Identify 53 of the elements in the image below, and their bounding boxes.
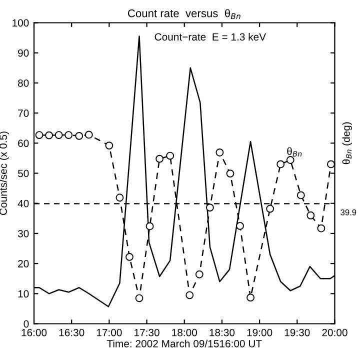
y2-axis-title: θ$_{Bn}$ (deg) bbox=[342, 122, 352, 164]
y-tick-label: 80 bbox=[18, 79, 29, 87]
point bbox=[246, 294, 254, 302]
x-tick-label: 17:00 bbox=[96, 328, 122, 336]
point bbox=[166, 152, 174, 160]
annotation: θ$_{Bn}$ bbox=[287, 147, 302, 157]
y-tick-label: 90 bbox=[18, 49, 29, 57]
point bbox=[276, 160, 285, 168]
point bbox=[317, 224, 326, 232]
y-tick-label: 20 bbox=[18, 260, 29, 268]
point bbox=[226, 170, 234, 178]
x-tick-label: 20:00 bbox=[322, 328, 348, 336]
point bbox=[296, 191, 305, 200]
point bbox=[206, 204, 214, 212]
chart-title: Count rate versus θ$_{Bn}$ bbox=[128, 9, 240, 19]
legend-label: 39.9 bbox=[340, 209, 356, 216]
y-tick-label: 100 bbox=[12, 19, 29, 27]
x-tick-label: 17:30 bbox=[134, 328, 160, 336]
point bbox=[64, 131, 73, 139]
point bbox=[266, 204, 274, 213]
y-tick-label: 30 bbox=[18, 230, 29, 238]
x-tick-label: 19:30 bbox=[284, 328, 310, 336]
y-tick-label: 0 bbox=[24, 320, 29, 328]
point bbox=[327, 160, 335, 168]
x-tick-label: 18:00 bbox=[172, 328, 197, 336]
point bbox=[75, 132, 84, 140]
y-tick-label: 40 bbox=[18, 200, 29, 208]
point bbox=[45, 131, 54, 140]
point bbox=[116, 194, 124, 202]
point bbox=[54, 131, 63, 139]
point bbox=[186, 291, 194, 300]
x-tick-label: 18:30 bbox=[210, 328, 235, 336]
y-tick-label: 70 bbox=[18, 110, 29, 117]
y-tick-label: 60 bbox=[18, 140, 29, 148]
x-tick-label: 19:00 bbox=[247, 328, 272, 336]
y-tick-label: 50 bbox=[18, 170, 29, 178]
point bbox=[146, 222, 154, 230]
y-tick-label: 10 bbox=[18, 290, 29, 298]
point bbox=[84, 130, 93, 139]
point bbox=[195, 270, 204, 278]
point bbox=[216, 148, 224, 156]
point bbox=[105, 142, 114, 150]
annotation: Count−rate E = 1.3 keV bbox=[154, 32, 266, 41]
x-tick-label: 16:00 bbox=[22, 328, 47, 336]
point bbox=[126, 252, 134, 261]
point bbox=[156, 154, 164, 163]
point bbox=[306, 211, 315, 220]
point bbox=[35, 131, 44, 139]
x-axis-title: Time: 2002 March 09/1516:00 UT bbox=[106, 340, 262, 348]
point bbox=[236, 222, 244, 230]
x-tick-label: 16:30 bbox=[59, 328, 84, 336]
point bbox=[135, 294, 144, 302]
point bbox=[286, 156, 294, 164]
